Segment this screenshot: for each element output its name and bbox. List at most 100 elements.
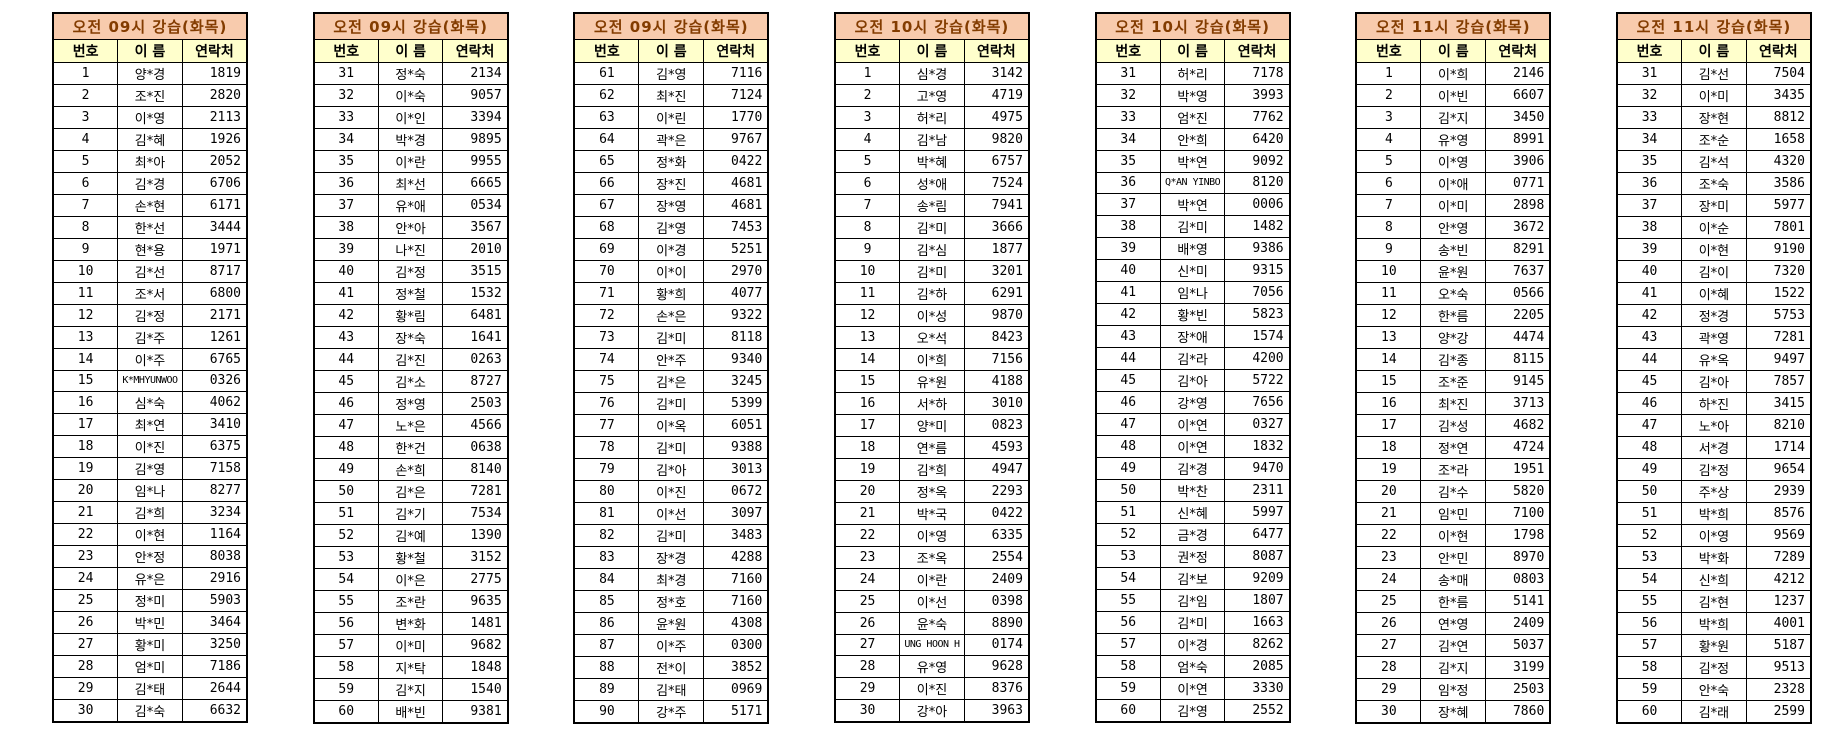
row-number-cell[interactable]: 54 <box>1616 567 1683 591</box>
name-cell[interactable]: 김*연 <box>1420 633 1487 657</box>
contact-cell[interactable]: 0326 <box>181 369 248 392</box>
name-cell[interactable]: 김*미 <box>1159 214 1226 238</box>
contact-cell[interactable]: 6632 <box>181 698 248 722</box>
contact-cell[interactable]: 2898 <box>1485 193 1551 217</box>
row-number-cell[interactable]: 42 <box>1616 303 1683 327</box>
row-number-cell[interactable]: 46 <box>313 391 379 415</box>
row-number-cell[interactable]: 31 <box>1095 61 1161 85</box>
name-cell[interactable]: 장*숙 <box>377 325 444 349</box>
contact-cell[interactable]: 3672 <box>1485 215 1551 239</box>
name-cell[interactable]: 심*경 <box>899 61 965 85</box>
row-number-cell[interactable]: 19 <box>1355 457 1422 481</box>
contact-cell[interactable]: 9513 <box>1745 655 1812 679</box>
name-cell[interactable]: 안*정 <box>117 544 183 568</box>
row-number-cell[interactable]: 53 <box>313 545 379 569</box>
contact-cell[interactable]: 9092 <box>1224 149 1291 173</box>
contact-cell[interactable]: 4566 <box>442 413 509 437</box>
row-number-cell[interactable]: 29 <box>1355 677 1422 701</box>
name-cell[interactable]: 김*미 <box>638 523 705 547</box>
contact-cell[interactable]: 0771 <box>1485 171 1551 195</box>
name-cell[interactable]: 강*아 <box>899 698 965 722</box>
name-cell[interactable]: 이*진 <box>899 676 965 700</box>
contact-cell[interactable]: 2113 <box>181 105 248 129</box>
row-number-cell[interactable]: 18 <box>52 434 119 458</box>
contact-cell[interactable]: 3410 <box>181 412 248 436</box>
row-number-cell[interactable]: 25 <box>834 589 901 613</box>
row-number-cell[interactable]: 36 <box>313 171 379 195</box>
contact-cell[interactable]: 8210 <box>1745 413 1812 437</box>
contact-cell[interactable]: 4077 <box>703 281 769 305</box>
name-cell[interactable]: 배*영 <box>1159 236 1226 260</box>
contact-cell[interactable]: 3415 <box>1745 391 1812 415</box>
contact-cell[interactable]: 1951 <box>1485 457 1551 481</box>
row-number-cell[interactable]: 17 <box>52 412 119 436</box>
contact-cell[interactable]: 0969 <box>703 677 769 701</box>
contact-cell[interactable]: 9145 <box>1485 369 1551 393</box>
name-cell[interactable]: 정*철 <box>377 281 444 305</box>
name-cell[interactable]: 이*미 <box>1681 83 1747 107</box>
row-number-cell[interactable]: 26 <box>834 611 901 635</box>
row-number-cell[interactable]: 5 <box>1355 149 1422 173</box>
row-number-cell[interactable]: 39 <box>1095 236 1161 260</box>
row-number-cell[interactable]: 26 <box>52 610 119 634</box>
contact-cell[interactable]: 3993 <box>1224 83 1291 107</box>
row-number-cell[interactable]: 54 <box>1095 566 1161 590</box>
name-cell[interactable]: 박*화 <box>1681 545 1747 569</box>
row-number-cell[interactable]: 32 <box>1616 83 1683 107</box>
contact-cell[interactable]: 2134 <box>442 61 509 85</box>
row-number-cell[interactable]: 7 <box>834 193 901 217</box>
name-cell[interactable]: 김*희 <box>899 457 965 481</box>
contact-cell[interactable]: 2328 <box>1745 677 1812 701</box>
name-cell[interactable]: 박*경 <box>377 127 444 151</box>
name-cell[interactable]: 조*라 <box>1420 457 1487 481</box>
name-cell[interactable]: 유*원 <box>899 369 965 393</box>
contact-cell[interactable]: 1237 <box>1745 589 1812 613</box>
name-cell[interactable]: 김*진 <box>377 347 444 371</box>
name-cell[interactable]: 배*빈 <box>377 699 444 723</box>
contact-cell[interactable]: 6335 <box>963 523 1030 547</box>
row-number-cell[interactable]: 9 <box>52 237 119 261</box>
row-number-cell[interactable]: 36 <box>1095 171 1161 194</box>
name-cell[interactable]: 김*영 <box>1159 698 1226 722</box>
name-cell[interactable]: 조*진 <box>117 83 183 107</box>
contact-cell[interactable]: 3586 <box>1745 171 1812 195</box>
name-cell[interactable]: 박*희 <box>1681 611 1747 635</box>
contact-cell[interactable]: 2554 <box>963 545 1030 569</box>
name-cell[interactable]: 임*나 <box>117 478 183 502</box>
row-number-cell[interactable]: 6 <box>834 171 901 195</box>
row-number-cell[interactable]: 70 <box>573 259 640 283</box>
contact-cell[interactable]: 1926 <box>181 127 248 151</box>
row-number-cell[interactable]: 35 <box>1616 149 1683 173</box>
row-number-cell[interactable]: 80 <box>573 479 640 503</box>
contact-cell[interactable]: 1832 <box>1224 434 1291 458</box>
row-number-cell[interactable]: 58 <box>1616 655 1683 679</box>
row-number-cell[interactable]: 38 <box>1616 215 1683 239</box>
contact-cell[interactable]: 7320 <box>1745 259 1812 283</box>
name-cell[interactable]: 김*지 <box>1420 105 1487 129</box>
name-cell[interactable]: 이*경 <box>1159 632 1226 656</box>
row-number-cell[interactable]: 53 <box>1095 544 1161 568</box>
contact-cell[interactable]: 1164 <box>181 522 248 546</box>
name-cell[interactable]: 이*이 <box>638 259 705 283</box>
contact-cell[interactable]: 4320 <box>1745 149 1812 173</box>
row-number-cell[interactable]: 79 <box>573 457 640 481</box>
name-cell[interactable]: 김*태 <box>638 677 705 701</box>
contact-cell[interactable]: 2939 <box>1745 479 1812 503</box>
contact-cell[interactable]: 1658 <box>1745 127 1812 151</box>
row-number-cell[interactable]: 34 <box>1095 127 1161 151</box>
contact-cell[interactable]: 9315 <box>1224 258 1291 282</box>
contact-cell[interactable]: 1481 <box>442 611 509 635</box>
name-cell[interactable]: 안*아 <box>377 215 444 239</box>
row-number-cell[interactable]: 39 <box>313 237 379 261</box>
name-cell[interactable]: 임*민 <box>1420 501 1487 525</box>
name-cell[interactable]: 변*화 <box>377 611 444 635</box>
name-cell[interactable]: 박*연 <box>1159 149 1226 173</box>
contact-cell[interactable]: 6665 <box>442 171 509 195</box>
contact-cell[interactable]: 9340 <box>703 347 769 371</box>
name-cell[interactable]: 김*이 <box>1681 259 1747 283</box>
name-cell[interactable]: 신*희 <box>1681 567 1747 591</box>
contact-cell[interactable]: 5399 <box>703 391 769 415</box>
row-number-cell[interactable]: 55 <box>1095 588 1161 612</box>
name-cell[interactable]: 김*아 <box>638 457 705 481</box>
name-cell[interactable]: 손*은 <box>638 303 705 327</box>
